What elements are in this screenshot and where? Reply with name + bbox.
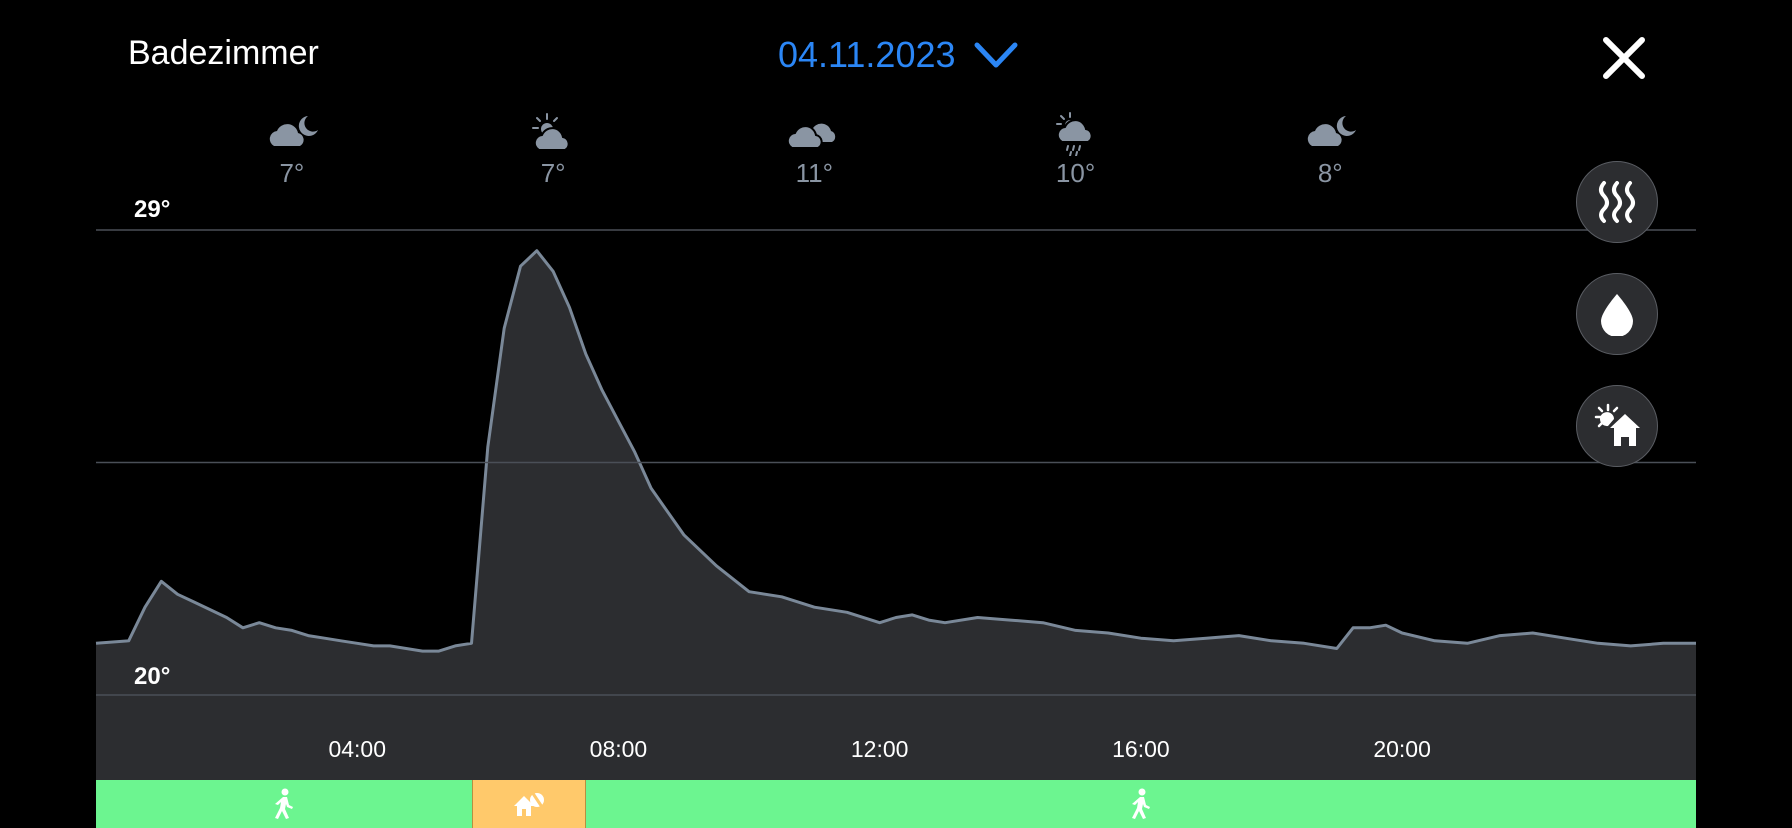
humidity-button[interactable] [1576,273,1658,355]
cloud-sun-icon [532,113,570,151]
y-max-label: 29° [134,196,171,223]
date-label: 04.11.2023 [778,34,956,75]
weather-item: 10° [1036,112,1116,189]
x-tick-label: 08:00 [589,736,648,762]
weather-item: 8° [1290,112,1370,189]
cloud-moon-icon [269,116,318,146]
away-vacation-icon [513,791,545,816]
sun-house-icon [1594,403,1640,446]
room-title: Badezimmer [128,34,319,72]
weather-item: 7° [513,112,593,189]
mode-band-away [471,780,586,828]
heating-button[interactable] [1576,161,1658,243]
close-icon [1603,37,1645,79]
close-button[interactable] [1600,34,1648,82]
walking-person-icon [1131,788,1150,819]
mode-band-presence [96,780,472,828]
weather-item: 11° [774,112,854,189]
x-tick-label: 04:00 [328,736,386,762]
outdoor-button[interactable] [1576,385,1658,467]
temperature-area [96,250,1696,695]
weather-temp: 7° [540,158,566,188]
weather-temp: 11° [795,158,834,188]
weather-item: 7° [252,112,332,189]
water-drop-icon [1601,294,1633,336]
cloud-moon-icon [1308,116,1357,146]
x-tick-label: 20:00 [1373,736,1431,762]
mode-band-presence [585,780,1696,828]
y-min-label: 20° [134,663,171,690]
walking-person-icon [274,788,293,819]
weather-temp: 10° [1055,158,1096,188]
heat-waves-icon [1599,181,1635,223]
date-picker[interactable]: 04.11.2023 [778,34,1018,76]
weather-temp: 8° [1317,158,1343,188]
cloud-icon [787,123,836,149]
x-tick-label: 16:00 [1112,736,1170,762]
x-axis-strip [96,695,1696,780]
chevron-down-icon [974,42,1018,68]
cloud-sun-rain-icon [1055,112,1093,156]
weather-temp: 7° [279,158,305,188]
temperature-line [95,249,1696,653]
x-tick-label: 12:00 [850,736,909,762]
